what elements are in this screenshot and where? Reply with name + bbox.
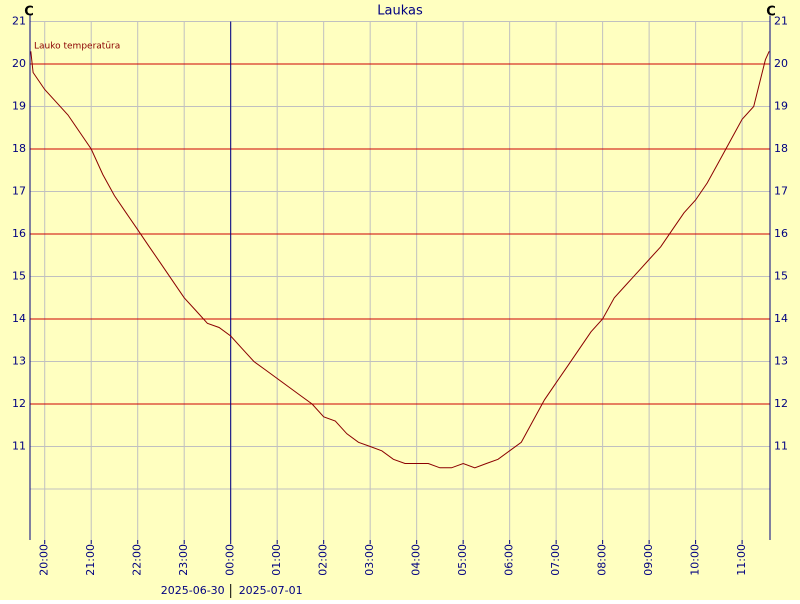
date-label: 2025-06-30: [161, 584, 225, 597]
y2-tick-label: 12: [774, 397, 788, 410]
temperature-line: [30, 51, 770, 469]
y2-tick-label: 19: [774, 100, 788, 113]
y2-tick-label: 15: [774, 270, 788, 283]
y-tick-label: 19: [12, 100, 26, 113]
y-unit: C: [24, 5, 34, 20]
y-tick-label: 12: [12, 397, 26, 410]
y-tick-label: 20: [12, 57, 26, 70]
date-label: 2025-07-01: [239, 584, 303, 597]
y-tick-label: 11: [12, 440, 26, 453]
x-tick-label: 20:00: [38, 544, 51, 576]
x-tick-label: 08:00: [596, 544, 609, 576]
x-tick-label: 05:00: [456, 544, 469, 576]
x-tick-label: 00:00: [224, 544, 237, 576]
legend-label: Lauko temperatūra: [34, 42, 120, 52]
y2-tick-label: 21: [774, 15, 788, 28]
y-tick-label: 14: [12, 312, 26, 325]
x-tick-label: 06:00: [503, 544, 516, 576]
x-tick-label: 01:00: [270, 544, 283, 576]
x-tick-label: 09:00: [642, 544, 655, 576]
y2-tick-label: 20: [774, 57, 788, 70]
y2-tick-label: 18: [774, 142, 788, 155]
x-tick-label: 02:00: [317, 544, 330, 576]
y-tick-label: 21: [12, 15, 26, 28]
y-tick-label: 13: [12, 355, 26, 368]
x-tick-label: 07:00: [549, 544, 562, 576]
x-tick-label: 23:00: [177, 544, 190, 576]
x-tick-label: 11:00: [735, 544, 748, 576]
y2-tick-label: 11: [774, 440, 788, 453]
y-tick-label: 15: [12, 270, 26, 283]
chart-title: Laukas: [377, 4, 423, 19]
x-tick-label: 22:00: [131, 544, 144, 576]
y2-tick-label: 16: [774, 227, 788, 240]
y2-tick-label: 17: [774, 185, 788, 198]
y2-tick-label: 13: [774, 355, 788, 368]
x-tick-label: 21:00: [84, 544, 97, 576]
y-tick-label: 18: [12, 142, 26, 155]
y-tick-label: 17: [12, 185, 26, 198]
x-tick-label: 03:00: [363, 544, 376, 576]
x-tick-label: 04:00: [410, 544, 423, 576]
y-tick-label: 16: [12, 227, 26, 240]
x-tick-label: 10:00: [689, 544, 702, 576]
y2-tick-label: 14: [774, 312, 788, 325]
y2-unit: C: [766, 5, 776, 20]
